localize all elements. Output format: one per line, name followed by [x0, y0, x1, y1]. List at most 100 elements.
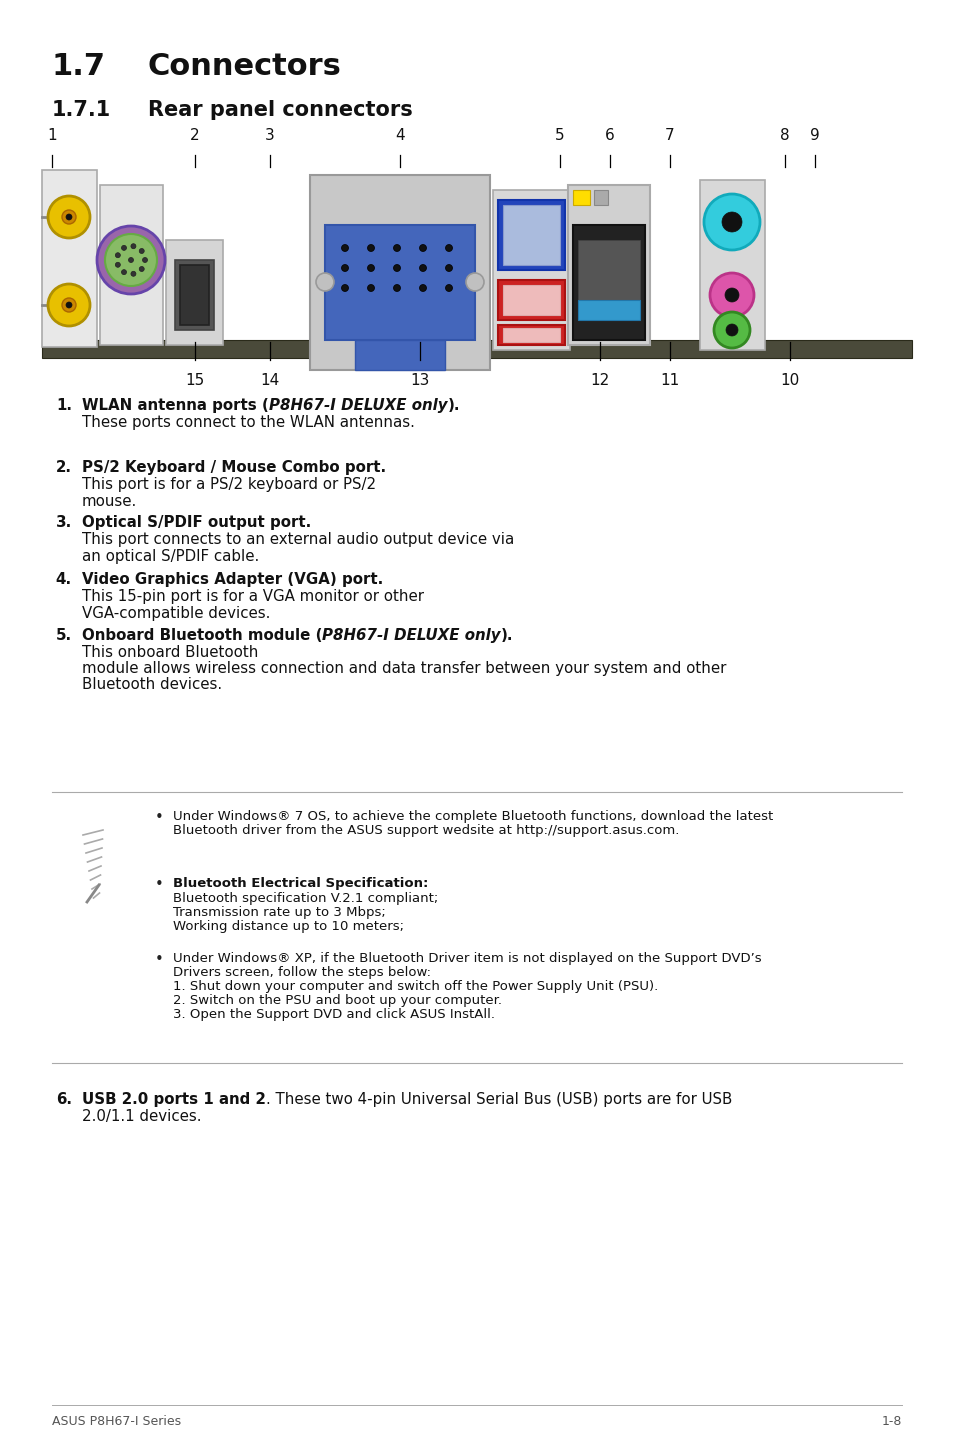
Circle shape: [129, 257, 133, 263]
Text: 2.: 2.: [56, 460, 71, 475]
Circle shape: [393, 244, 400, 252]
Circle shape: [62, 210, 76, 224]
Text: VGA-compatible devices.: VGA-compatible devices.: [82, 605, 270, 621]
Text: module allows wireless connection and data transfer between your system and othe: module allows wireless connection and da…: [82, 661, 725, 676]
Text: 13: 13: [410, 372, 429, 388]
Circle shape: [341, 244, 348, 252]
Text: Bluetooth devices.: Bluetooth devices.: [82, 677, 222, 692]
Bar: [310, 175, 490, 370]
Text: Bluetooth Electrical Specification:: Bluetooth Electrical Specification:: [172, 877, 428, 890]
Text: This port connects to an external audio output device via: This port connects to an external audio …: [82, 532, 514, 546]
Text: 3. Open the Support DVD and click ASUS InstAll.: 3. Open the Support DVD and click ASUS I…: [172, 1008, 495, 1021]
Circle shape: [367, 265, 375, 272]
Text: Optical S/PDIF output port.: Optical S/PDIF output port.: [82, 515, 311, 531]
Text: 1.7: 1.7: [52, 52, 106, 81]
Text: This 15-pin port is for a VGA monitor or other: This 15-pin port is for a VGA monitor or…: [82, 590, 423, 604]
Circle shape: [419, 285, 426, 292]
Circle shape: [393, 285, 400, 292]
Text: This onboard Bluetooth: This onboard Bluetooth: [82, 646, 258, 660]
Circle shape: [367, 285, 375, 292]
Circle shape: [66, 214, 71, 220]
Text: •: •: [154, 952, 163, 966]
Circle shape: [115, 262, 120, 267]
Circle shape: [62, 298, 76, 312]
Text: P8H67-I DELUXE only: P8H67-I DELUXE only: [322, 628, 500, 643]
Bar: [567, 186, 649, 345]
Text: 8: 8: [780, 128, 789, 142]
Circle shape: [341, 285, 348, 292]
Text: 2.0/1.1 devices.: 2.0/1.1 devices.: [82, 1109, 201, 1125]
Circle shape: [721, 211, 741, 232]
Text: ).: ).: [447, 398, 459, 413]
Text: Under Windows® XP, if the Bluetooth Driver item is not displayed on the Support : Under Windows® XP, if the Bluetooth Driv…: [172, 952, 760, 965]
Circle shape: [703, 194, 760, 250]
Bar: [355, 339, 444, 370]
Bar: [174, 260, 213, 329]
Text: 5: 5: [555, 128, 564, 142]
Circle shape: [713, 312, 749, 348]
Text: 6.: 6.: [56, 1091, 71, 1107]
Text: 5.: 5.: [56, 628, 71, 643]
Circle shape: [445, 265, 452, 272]
Text: 4: 4: [395, 128, 404, 142]
Text: 6: 6: [604, 128, 615, 142]
Text: USB 2.0 ports 1 and 2: USB 2.0 ports 1 and 2: [82, 1091, 266, 1107]
Text: Working distance up to 10 meters;: Working distance up to 10 meters;: [172, 920, 403, 933]
Bar: [578, 301, 639, 321]
Text: 10: 10: [780, 372, 799, 388]
Text: 7: 7: [664, 128, 674, 142]
Circle shape: [139, 249, 144, 253]
Text: Onboard Bluetooth module (: Onboard Bluetooth module (: [82, 628, 322, 643]
Bar: [573, 190, 589, 206]
Text: P8H67-I DELUXE only: P8H67-I DELUXE only: [269, 398, 447, 413]
Text: 3.: 3.: [55, 515, 71, 531]
Text: These ports connect to the WLAN antennas.: These ports connect to the WLAN antennas…: [82, 416, 415, 430]
Circle shape: [97, 226, 165, 293]
Text: 15: 15: [185, 372, 204, 388]
Text: 1.: 1.: [56, 398, 71, 413]
Bar: [578, 240, 639, 301]
Text: 2. Switch on the PSU and boot up your computer.: 2. Switch on the PSU and boot up your co…: [172, 994, 501, 1007]
Bar: [493, 190, 569, 349]
Text: 2: 2: [190, 128, 199, 142]
Circle shape: [341, 265, 348, 272]
Text: WLAN antenna ports (: WLAN antenna ports (: [82, 398, 269, 413]
Text: 3: 3: [265, 128, 274, 142]
Circle shape: [105, 234, 157, 286]
Circle shape: [48, 196, 90, 239]
Bar: [502, 206, 559, 265]
Bar: [42, 170, 97, 347]
Text: . These two 4-pin Universal Serial Bus (USB) ports are for USB: . These two 4-pin Universal Serial Bus (…: [266, 1091, 732, 1107]
Text: 9: 9: [809, 128, 819, 142]
Text: mouse.: mouse.: [82, 495, 137, 509]
Text: ).: ).: [500, 628, 513, 643]
Circle shape: [131, 272, 135, 276]
Text: 12: 12: [590, 372, 609, 388]
Text: Bluetooth driver from the ASUS support wedsite at http://support.asus.com.: Bluetooth driver from the ASUS support w…: [172, 824, 679, 837]
Text: Bluetooth specification V.2.1 compliant;: Bluetooth specification V.2.1 compliant;: [172, 892, 437, 905]
Bar: [573, 224, 644, 339]
Circle shape: [121, 246, 127, 250]
Circle shape: [465, 273, 483, 290]
Bar: [594, 190, 607, 206]
Text: ASUS P8H67-I Series: ASUS P8H67-I Series: [52, 1415, 181, 1428]
Circle shape: [709, 273, 753, 316]
Circle shape: [142, 257, 148, 263]
Text: PS/2 Keyboard / Mouse Combo port.: PS/2 Keyboard / Mouse Combo port.: [82, 460, 386, 475]
Bar: [497, 280, 564, 321]
Text: •: •: [154, 810, 163, 825]
Bar: [700, 180, 764, 349]
Text: an optical S/PDIF cable.: an optical S/PDIF cable.: [82, 549, 259, 564]
Circle shape: [115, 253, 120, 257]
Text: Under Windows® 7 OS, to achieve the complete Bluetooth functions, download the l: Under Windows® 7 OS, to achieve the comp…: [172, 810, 773, 823]
Circle shape: [131, 243, 135, 249]
Text: This port is for a PS/2 keyboard or PS/2: This port is for a PS/2 keyboard or PS/2: [82, 477, 375, 492]
Text: Connectors: Connectors: [148, 52, 341, 81]
Text: Rear panel connectors: Rear panel connectors: [148, 101, 413, 119]
Circle shape: [66, 302, 71, 308]
Bar: [180, 265, 209, 325]
Bar: [502, 285, 559, 315]
Circle shape: [419, 244, 426, 252]
Bar: [497, 325, 564, 345]
Bar: [166, 240, 223, 345]
